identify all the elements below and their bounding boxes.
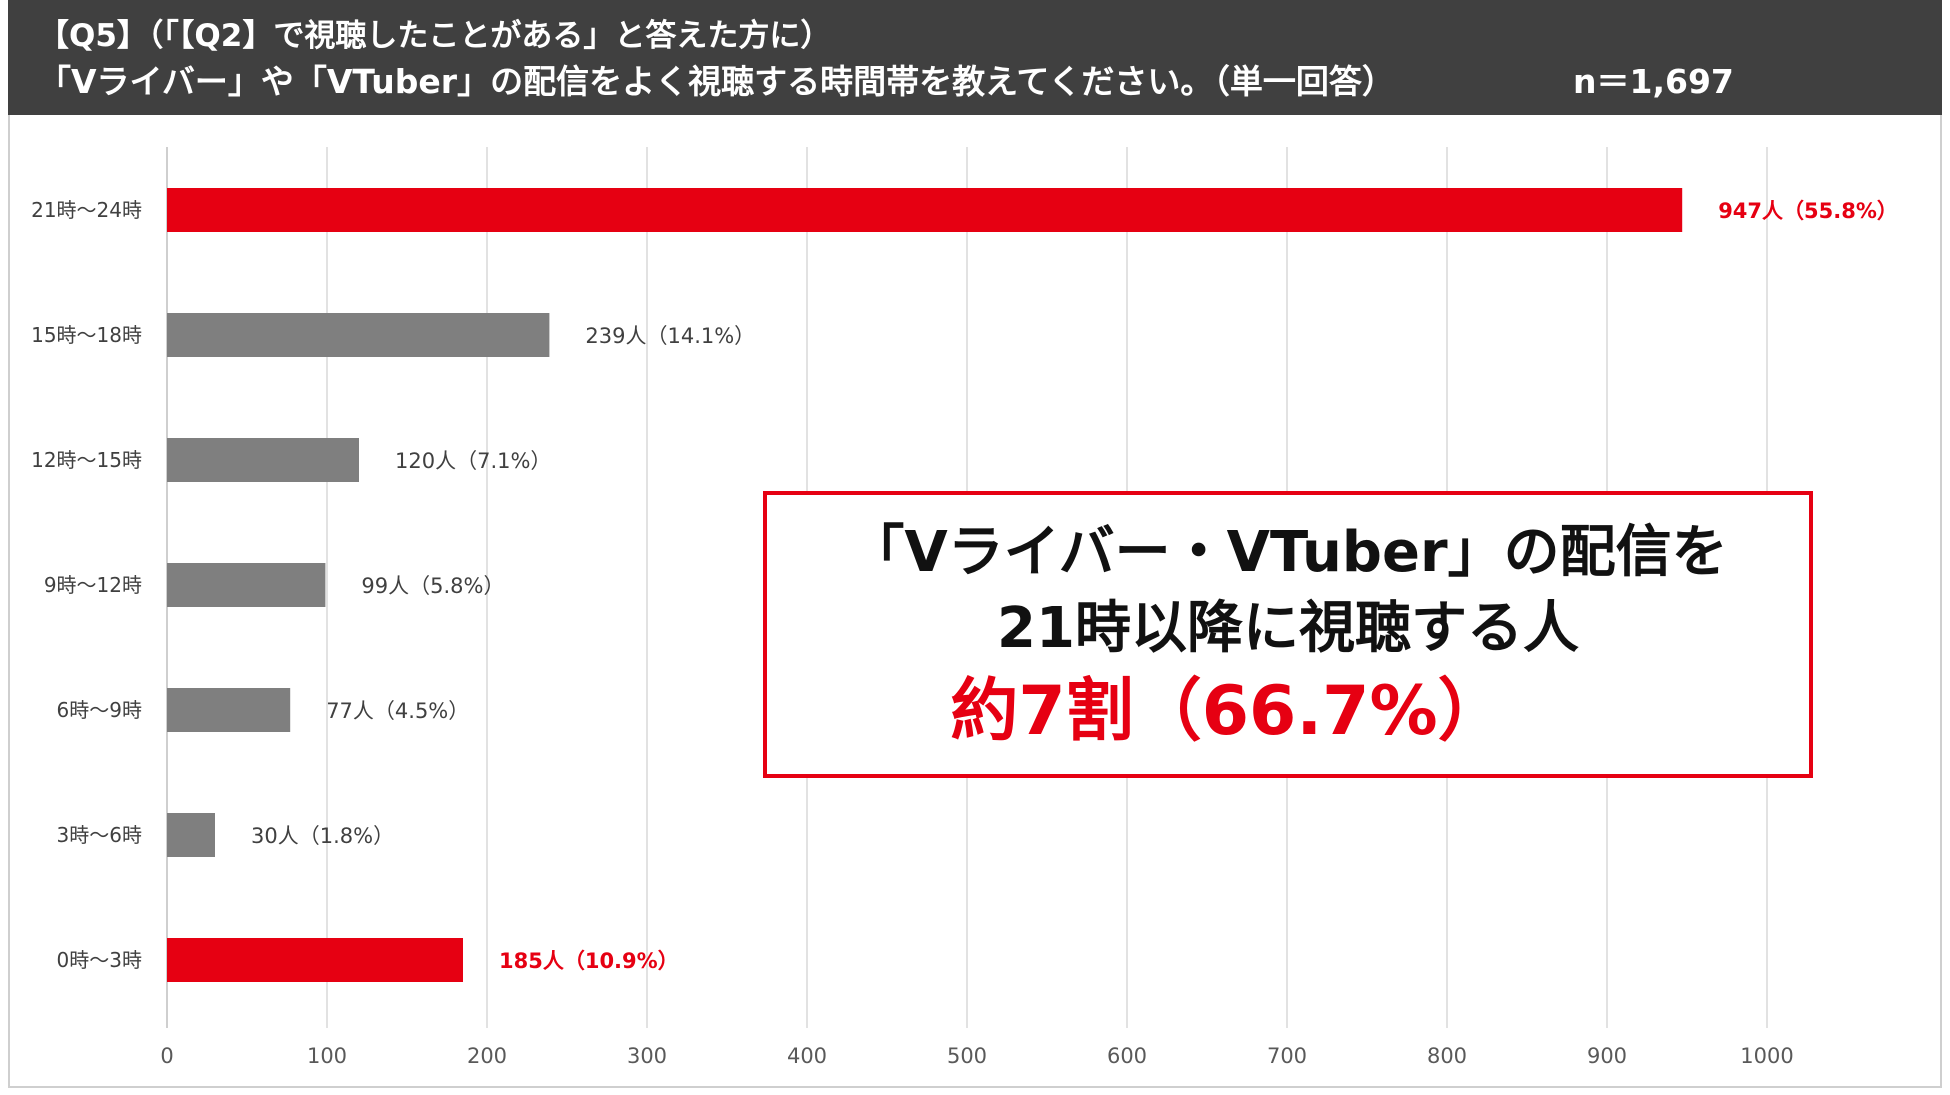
data-label: 120人（7.1%） <box>395 449 551 473</box>
data-label: 77人（4.5%） <box>326 699 469 723</box>
bar <box>167 688 291 732</box>
category-label: 9時～12時 <box>44 573 142 597</box>
data-label: 30人（1.8%） <box>251 824 394 848</box>
x-tick-label: 300 <box>627 1044 667 1068</box>
sample-size: n＝1,697 <box>1573 62 1734 101</box>
x-tick-label: 200 <box>467 1044 507 1068</box>
bar <box>167 938 463 982</box>
bar <box>167 438 359 482</box>
category-label: 0時～3時 <box>57 948 142 972</box>
callout-line-1: 「Vライバー・VTuber」の配信を <box>848 520 1728 585</box>
callout-line-2: 21時以降に視聴する人 <box>997 596 1579 661</box>
x-tick-label: 900 <box>1587 1044 1627 1068</box>
category-label: 21時～24時 <box>31 198 142 222</box>
x-tick-label: 100 <box>307 1044 347 1068</box>
bar <box>167 813 215 857</box>
category-label: 12時～15時 <box>31 448 142 472</box>
question-title: 【Q5】（「【Q2】で視聴したことがある」と答えた方に） <box>38 18 832 54</box>
x-tick-label: 600 <box>1107 1044 1147 1068</box>
x-tick-label: 1000 <box>1740 1044 1793 1068</box>
x-tick-label: 500 <box>947 1044 987 1068</box>
callout-box: 「Vライバー・VTuber」の配信を 21時以降に視聴する人 約7割（66.7%… <box>763 491 1813 778</box>
data-label: 947人（55.8%） <box>1718 199 1898 223</box>
chart-header: 【Q5】（「【Q2】で視聴したことがある」と答えた方に） 「Vライバー」や「VT… <box>8 0 1942 115</box>
data-label: 239人（14.1%） <box>585 324 755 348</box>
bar <box>167 313 550 357</box>
x-tick-label: 800 <box>1427 1044 1467 1068</box>
data-label: 99人（5.8%） <box>361 574 504 598</box>
x-tick-label: 0 <box>160 1044 173 1068</box>
bar <box>167 563 326 607</box>
data-label: 185人（10.9%） <box>499 949 679 973</box>
category-label: 3時～6時 <box>57 823 142 847</box>
category-label: 6時～9時 <box>57 698 142 722</box>
x-tick-label: 400 <box>787 1044 827 1068</box>
bar <box>167 188 1683 232</box>
category-label: 15時～18時 <box>31 323 142 347</box>
question-text: 「Vライバー」や「VTuber」の配信をよく視聴する時間帯を教えてください。（単… <box>38 62 1395 101</box>
x-tick-label: 700 <box>1267 1044 1307 1068</box>
callout-highlight: 約7割（66.7%） <box>950 672 1506 751</box>
